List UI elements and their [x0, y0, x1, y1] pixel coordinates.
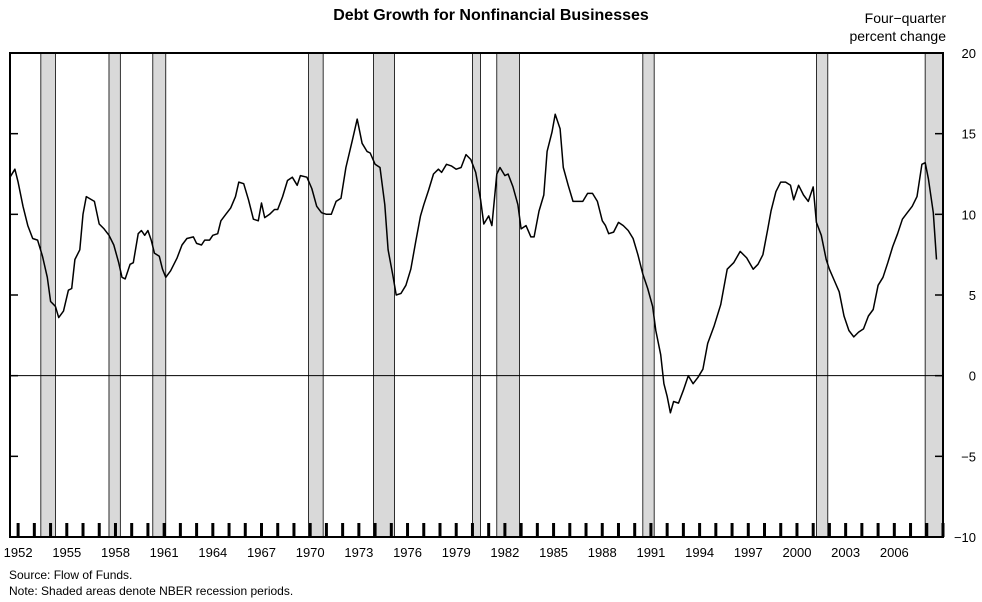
series-line	[9, 113, 938, 414]
x-tick-label: 1997	[734, 545, 763, 560]
recession-band	[472, 52, 481, 538]
chart-title: Debt Growth for Nonfinancial Businesses	[333, 7, 649, 24]
y-axis-unit-line-1: Four−quarter	[864, 10, 946, 26]
x-tick-label: 1955	[52, 545, 81, 560]
x-tick-label: 1970	[296, 545, 325, 560]
recession-band	[308, 52, 324, 538]
x-tick-label: 1976	[393, 545, 422, 560]
y-axis-group: 20 15 10 5 0 −5 −10	[10, 46, 976, 545]
x-tick-label: 1964	[198, 545, 227, 560]
recession-band	[496, 52, 520, 538]
x-tick-label: 1991	[636, 545, 665, 560]
recession-band	[40, 52, 56, 538]
recession-band	[642, 52, 655, 538]
x-tick-label: 2000	[783, 545, 812, 560]
recession-note: Note: Shaded areas denote NBER recession…	[9, 584, 294, 598]
x-tick-label: 1985	[539, 545, 568, 560]
x-axis-group: 1952 1955 1958 1961 1964 1967 1970 1973 1976 1979…	[4, 523, 945, 560]
recession-band	[108, 52, 121, 538]
x-tick-label: 1982	[490, 545, 519, 560]
x-tick-label: 2006	[880, 545, 909, 560]
x-tick-label: 2003	[831, 545, 860, 560]
series-group	[9, 113, 938, 414]
y-tick-label: 10	[962, 207, 976, 222]
y-axis-unit-label: Four−quarter percent change	[849, 9, 946, 45]
x-tick-label: 1979	[442, 545, 471, 560]
y-tick-label: −5	[961, 449, 976, 464]
y-tick-label: 15	[962, 127, 976, 142]
y-axis-unit-line-2: percent change	[849, 28, 946, 44]
x-tick-label: 1952	[4, 545, 33, 560]
chart-notes: Source: Flow of Funds. Note: Shaded area…	[9, 567, 293, 599]
y-tick-label: −10	[954, 530, 976, 545]
y-tick-label: 20	[962, 46, 976, 61]
x-tick-label: 1961	[150, 545, 179, 560]
y-tick-label: 5	[969, 288, 976, 303]
x-tick-label: 1988	[588, 545, 617, 560]
x-tick-label: 1958	[101, 545, 130, 560]
x-tick-label: 1973	[344, 545, 373, 560]
recession-band	[816, 52, 829, 538]
recession-shading-group	[40, 52, 944, 538]
y-tick-label: 0	[969, 369, 976, 384]
source-note: Source: Flow of Funds.	[9, 568, 133, 582]
x-tick-label: 1994	[685, 545, 714, 560]
x-tick-label: 1967	[247, 545, 276, 560]
recession-band	[152, 52, 167, 538]
recession-band	[373, 52, 395, 538]
